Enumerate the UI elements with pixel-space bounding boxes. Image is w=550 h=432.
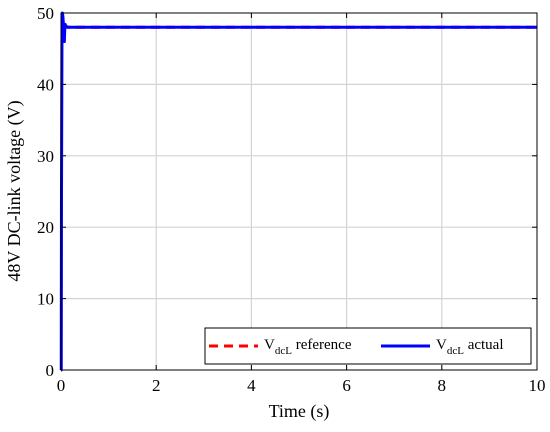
grid xyxy=(61,13,537,370)
tick-labels: 0 2 4 6 8 10 0 10 20 30 40 50 xyxy=(37,4,546,395)
x-tick-label: 8 xyxy=(438,376,447,395)
legend-box xyxy=(204,327,532,365)
x-axis-title: Time (s) xyxy=(269,401,330,422)
x-tick-label: 4 xyxy=(247,376,256,395)
legend-label-reference-sub: dcL xyxy=(275,345,292,357)
legend: VdcL reference VdcL actual xyxy=(204,327,532,365)
x-tick-label: 6 xyxy=(342,376,351,395)
legend-label-actual-main: V xyxy=(436,337,447,353)
y-tick-label: 50 xyxy=(37,4,54,23)
x-tick-label: 2 xyxy=(152,376,161,395)
y-tick-label: 30 xyxy=(37,147,54,166)
legend-label-actual: VdcL actual xyxy=(436,337,504,357)
y-tick-label: 40 xyxy=(37,75,54,94)
ticks xyxy=(60,12,538,371)
legend-label-actual-rest: actual xyxy=(464,337,504,353)
legend-label-actual-sub: dcL xyxy=(447,345,464,357)
x-tick-label: 0 xyxy=(57,376,66,395)
legend-label-reference-main: V xyxy=(264,337,275,353)
legend-label-reference: VdcL reference xyxy=(264,337,352,357)
x-tick-label: 10 xyxy=(529,376,546,395)
y-tick-label: 0 xyxy=(46,361,55,380)
y-tick-label: 20 xyxy=(37,218,54,237)
plot-frame xyxy=(60,12,538,371)
series-layer xyxy=(59,11,537,372)
legend-label-reference-rest: reference xyxy=(292,337,352,353)
series-line-actual xyxy=(59,11,537,372)
y-axis-title: 48V DC-link voltage (V) xyxy=(4,100,25,281)
y-tick-label: 10 xyxy=(37,290,54,309)
plot-background xyxy=(61,13,537,370)
